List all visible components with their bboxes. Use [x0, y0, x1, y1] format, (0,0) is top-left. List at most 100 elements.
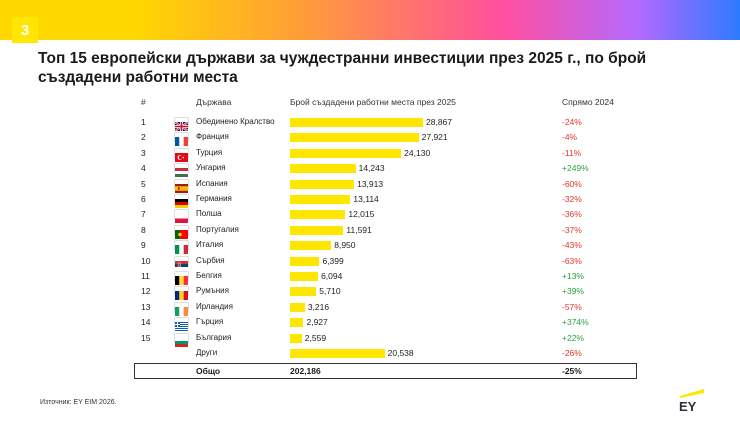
change-label: -37% — [562, 224, 582, 235]
bar — [290, 118, 423, 127]
data-label: 5,710 — [319, 286, 341, 297]
data-label: 2,559 — [304, 332, 327, 343]
rank-label: 4 — [141, 163, 146, 174]
bar — [290, 210, 346, 220]
table-row: Други 20,538 -26% — [0, 346, 740, 361]
country-label: Ирландия — [196, 301, 233, 311]
change-label: +374% — [562, 317, 589, 328]
rank-label: 13 — [141, 301, 151, 312]
change-label: +22% — [562, 332, 584, 343]
logo-text: EY — [679, 399, 697, 413]
change-label: -36% — [562, 209, 582, 220]
table-row: 4 Унгария 14,243 +249% — [0, 161, 740, 178]
table-row: 15 България 2,559 +22% — [0, 331, 740, 347]
bar — [290, 133, 419, 143]
bar — [290, 318, 304, 328]
rank-label: 7 — [141, 209, 146, 220]
rank-label: 3 — [141, 147, 146, 158]
slide-number-badge: 3 — [12, 17, 38, 43]
bar — [290, 179, 355, 189]
table-row: 2 Франция 27,921 -4% — [0, 130, 740, 147]
country-label: Сърбия — [196, 255, 225, 265]
country-label: Румъния — [196, 286, 229, 296]
table-row: 5 Испания 13,913 -60% — [0, 177, 740, 193]
rank-label: 1 — [141, 117, 146, 127]
data-label: 6,094 — [321, 271, 343, 281]
table-row: 14 Гърция 2,927 +374% — [0, 315, 740, 332]
change-label: -26% — [562, 348, 582, 358]
flag-tr-icon — [175, 149, 188, 162]
flag-bg-icon — [175, 334, 188, 347]
rank-label: 9 — [141, 240, 146, 251]
banner-divider — [0, 43, 740, 49]
data-label: 28,867 — [426, 117, 452, 127]
data-label: 3,216 — [307, 301, 330, 312]
flag-it-icon — [175, 241, 188, 255]
table-row: 1 Обединено Кралство 28,867 -24% — [0, 115, 740, 132]
country-label: Португалия — [196, 224, 239, 234]
bar — [290, 225, 344, 235]
bar — [290, 349, 385, 358]
total-row-box — [134, 363, 637, 379]
country-label: Испания — [196, 178, 228, 188]
page-title: Топ 15 европейски държави за чуждестранн… — [38, 50, 647, 86]
country-label: Унгария — [196, 163, 226, 173]
flag-hu-icon — [175, 164, 188, 178]
table-row: 3 Турция 24,130 -11% — [0, 146, 740, 162]
flag-fr-icon — [175, 133, 188, 147]
data-label: 2,927 — [306, 317, 328, 328]
rank-label: 15 — [141, 332, 151, 343]
data-label: 11,591 — [346, 224, 372, 235]
change-label: -32% — [562, 194, 582, 204]
total-label: Общо — [196, 366, 221, 376]
change-label: -57% — [562, 301, 582, 312]
country-label: Обединено Кралство — [196, 117, 275, 126]
rank-column-header: # — [141, 97, 146, 107]
change-label: +39% — [562, 286, 584, 297]
source-note: Източник: EY EIM 2026. — [40, 399, 117, 406]
data-label: 24,130 — [404, 147, 431, 158]
data-label: 20,538 — [387, 348, 414, 358]
country-label: Германия — [196, 194, 232, 203]
change-label: -24% — [562, 117, 582, 127]
country-label: Белгия — [196, 271, 222, 280]
change-label: -63% — [562, 255, 582, 266]
table-row: 7 Полша 12,015 -36% — [0, 207, 740, 224]
bar — [290, 272, 319, 281]
flag-pl-icon — [175, 210, 188, 224]
flag-gr-icon — [175, 318, 188, 332]
data-label: 6,399 — [322, 255, 344, 266]
bar — [290, 148, 402, 158]
table-row: 10 Сърбия 6,399 -63% — [0, 254, 740, 270]
flag-gb-icon — [174, 118, 189, 132]
rank-label: 14 — [141, 317, 151, 328]
total-change: -25% — [562, 366, 582, 376]
value-column-header: Брой създадени работни места през 2025 — [290, 97, 456, 107]
country-label: Други — [196, 348, 218, 357]
table-row: 12 Румъния 5,710 +39% — [0, 284, 740, 301]
data-label: 13,114 — [353, 194, 379, 204]
country-label: Турция — [196, 147, 223, 157]
change-label: -4% — [562, 132, 578, 143]
rank-label: 2 — [141, 132, 146, 143]
rank-label: 5 — [141, 178, 146, 189]
flag-es-icon — [175, 180, 188, 193]
change-label: -60% — [562, 178, 582, 189]
data-label: 14,243 — [358, 163, 385, 174]
ey-logo: EY — [679, 389, 704, 413]
rank-label: 12 — [141, 286, 151, 297]
flag-rs-icon — [175, 257, 188, 270]
table-row: 11 Белгия 6,094 +13% — [0, 269, 740, 285]
table-row: 13 Ирландия 3,216 -57% — [0, 300, 740, 316]
data-label: 13,913 — [357, 178, 384, 189]
flag-be-icon — [175, 272, 188, 285]
rank-label: 8 — [141, 224, 146, 235]
data-label: 12,015 — [348, 209, 375, 220]
country-label: Италия — [196, 240, 224, 250]
flag-ie-icon — [175, 303, 188, 316]
bar — [290, 241, 332, 251]
bar — [290, 164, 356, 174]
bar — [290, 333, 302, 343]
gradient-banner — [0, 0, 740, 40]
country-label: Полша — [196, 209, 222, 219]
